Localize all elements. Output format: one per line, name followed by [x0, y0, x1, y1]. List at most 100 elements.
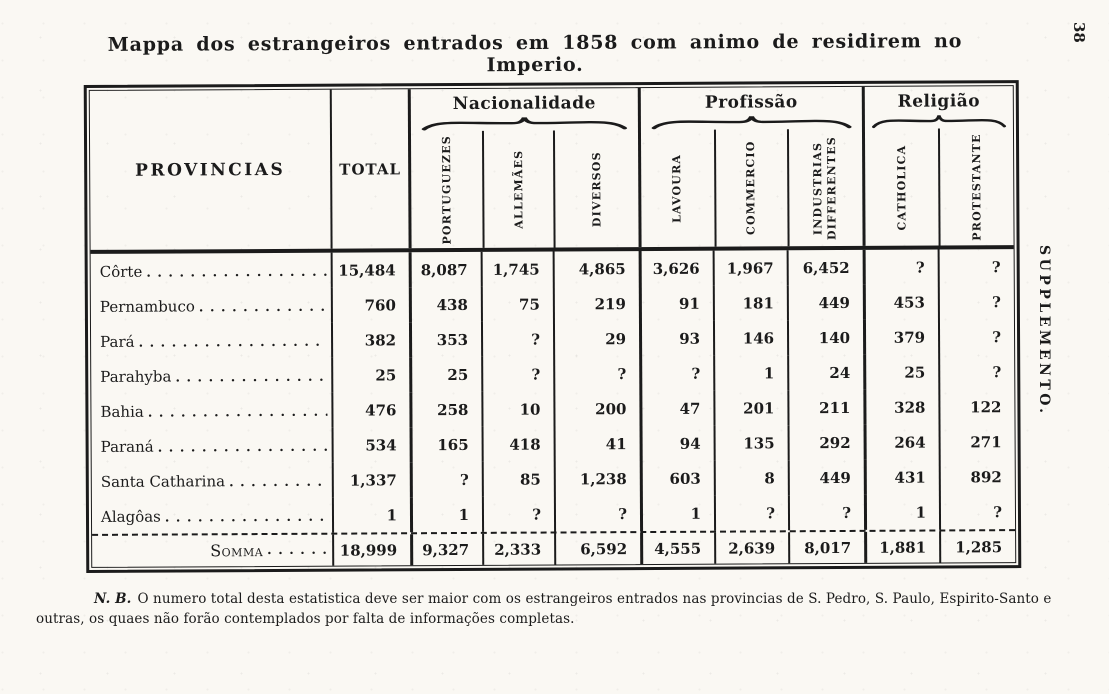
- value-cell: 25: [331, 357, 410, 393]
- value-cell: 1,745: [480, 251, 553, 287]
- brace-religiao: [871, 115, 1006, 129]
- value-cell: 211: [787, 389, 864, 426]
- somma-value-cell: 6,592: [554, 533, 641, 565]
- somma-value-cell: 9,327: [410, 533, 483, 566]
- province-label: Pernambuco: [99, 296, 195, 316]
- province-cell: Côrte: [91, 253, 331, 289]
- column-header-diversos: DIVERSOS: [589, 150, 604, 227]
- value-cell: ?: [480, 321, 554, 357]
- value-cell: ?: [409, 461, 482, 498]
- statistics-table: PROVINCIAS TOTAL Nacionalidade PORTUGUEZ…: [83, 80, 1022, 573]
- value-cell: 534: [331, 427, 410, 463]
- province-label: Bahia: [100, 402, 144, 421]
- table-header: PROVINCIAS TOTAL Nacionalidade PORTUGUEZ…: [89, 86, 1014, 254]
- column-group-profissao: Profissão LAVOURA COMMERCIO INDUSTRIAS D…: [637, 86, 863, 248]
- dot-leader: [165, 506, 328, 534]
- dot-leader: [148, 401, 328, 429]
- value-cell: 4,865: [552, 251, 639, 287]
- value-cell: 8,087: [408, 251, 481, 288]
- province-label: Pará: [100, 332, 135, 351]
- province-cell: Alagôas: [92, 498, 332, 534]
- column-group-nacionalidade: Nacionalidade PORTUGUEZES ALLEMÃES DIVER…: [407, 88, 639, 249]
- page-number: 38: [1070, 22, 1088, 43]
- value-cell: 94: [639, 425, 714, 462]
- subcolumn-industrias-differentes: INDUSTRIAS DIFFERENTES: [786, 128, 863, 247]
- subcolumns-nacionalidade: PORTUGUEZES ALLEMÃES DIVERSOS: [411, 130, 639, 248]
- column-header-industrias-differentes: INDUSTRIAS DIFFERENTES: [811, 135, 840, 240]
- footnote: N. B. O numero total desta estatistica de…: [36, 589, 1056, 630]
- subcolumn-portuguezes: PORTUGUEZES: [411, 131, 483, 248]
- value-cell: 201: [713, 390, 788, 426]
- value-cell: 75: [480, 286, 553, 322]
- group-title-nacionalidade: Nacionalidade: [452, 93, 596, 115]
- province-cell: Pará: [91, 323, 331, 359]
- subcolumns-religiao: CATHOLICA PROTESTANTE: [865, 128, 1014, 246]
- value-cell: 1,238: [553, 461, 640, 497]
- table-row: Santa Catharina 1,337?851,238603844943189…: [92, 459, 1015, 499]
- value-cell: ?: [787, 494, 865, 531]
- dot-leader: [139, 331, 328, 359]
- value-cell: 1: [409, 496, 483, 533]
- value-cell: 1: [331, 497, 411, 533]
- column-header-total: TOTAL: [329, 89, 409, 249]
- province-label: Paraná: [100, 437, 154, 456]
- subcolumns-profissao: LAVOURA COMMERCIO INDUSTRIAS DIFFERENTES: [641, 128, 863, 247]
- province-cell: Bahia: [91, 393, 331, 429]
- value-cell: 29: [552, 321, 640, 357]
- column-header-lavoura: LAVOURA: [670, 153, 684, 223]
- province-cell: Santa Catharina: [92, 463, 332, 499]
- value-cell: 431: [863, 459, 939, 495]
- value-cell: 453: [862, 284, 938, 320]
- value-cell: 41: [553, 426, 640, 462]
- column-header-provincias: PROVINCIAS: [135, 159, 286, 181]
- dot-leader: [199, 296, 327, 324]
- value-cell: 1: [863, 494, 940, 530]
- value-cell: ?: [481, 356, 554, 392]
- value-cell: 219: [552, 286, 639, 322]
- province-label: Alagôas: [100, 507, 161, 526]
- somma-label: Somma: [210, 541, 264, 561]
- table-body: Côrte 15,4848,0871,7454,8653,6261,9676,45…: [91, 249, 1016, 534]
- value-cell: 122: [938, 389, 1015, 425]
- subcolumn-allemaes: ALLEMÃES: [482, 130, 554, 248]
- subcolumn-commercio: COMMERCIO: [713, 129, 788, 247]
- value-cell: 449: [787, 459, 864, 496]
- province-cell: Parahyba: [91, 358, 331, 394]
- value-cell: 438: [408, 286, 481, 323]
- somma-value-cell: 2,639: [714, 532, 789, 564]
- value-cell: 6,452: [786, 249, 863, 286]
- subcolumn-catholica: CATHOLICA: [865, 128, 939, 245]
- somma-row: Somma 18,9999,3272,3336,5924,5552,6398,0…: [92, 529, 1016, 567]
- page-title: Mappa dos estrangeiros entrados em 1858 …: [107, 30, 963, 77]
- value-cell: 1,337: [331, 462, 410, 498]
- margin-label-supplemento: SUPPLEMENTO.: [1036, 245, 1052, 417]
- dot-leader: [146, 261, 327, 289]
- value-cell: 292: [787, 424, 864, 461]
- value-cell: 8: [713, 460, 788, 496]
- dot-leader: [267, 539, 328, 566]
- value-cell: ?: [553, 496, 641, 532]
- value-cell: 25: [863, 354, 939, 390]
- group-title-religiao: Religião: [897, 91, 981, 112]
- value-cell: 15,484: [330, 252, 409, 288]
- value-cell: ?: [553, 356, 640, 392]
- value-cell: 93: [638, 320, 714, 357]
- somma-value-cell: 18,999: [332, 534, 411, 566]
- value-cell: 146: [712, 320, 788, 356]
- value-cell: 264: [863, 424, 939, 460]
- value-cell: 379: [862, 319, 939, 355]
- value-cell: 1,967: [712, 250, 787, 286]
- value-cell: 24: [787, 354, 864, 391]
- province-label: Parahyba: [100, 367, 172, 386]
- dot-leader: [175, 366, 327, 394]
- value-cell: 181: [712, 285, 787, 321]
- value-cell: 353: [408, 321, 482, 358]
- value-cell: 476: [331, 392, 410, 428]
- value-cell: 140: [786, 319, 864, 356]
- value-cell: ?: [938, 354, 1015, 390]
- value-cell: 892: [938, 459, 1015, 495]
